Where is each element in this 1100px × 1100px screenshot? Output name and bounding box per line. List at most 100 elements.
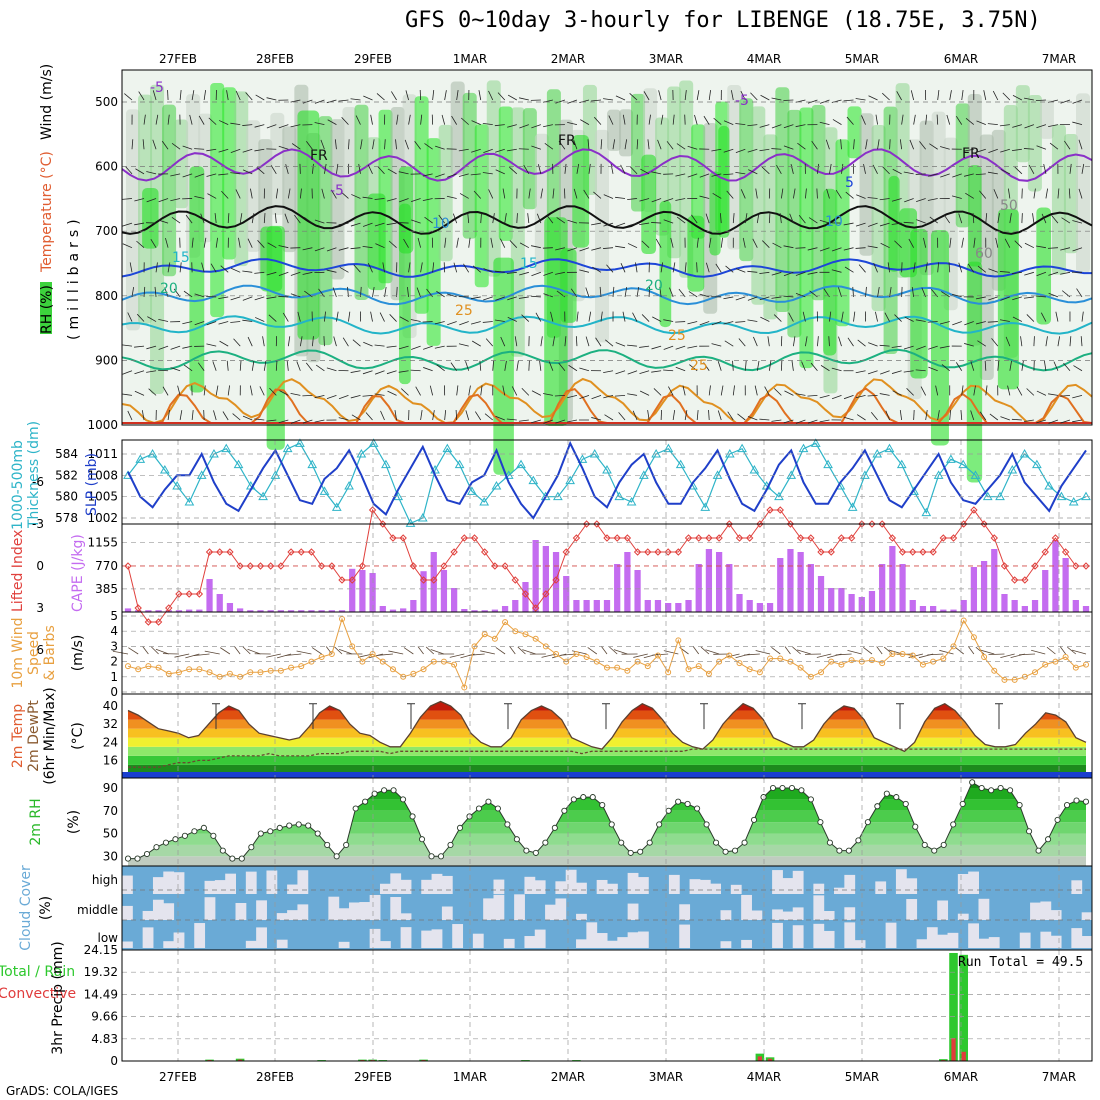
wind-barb (351, 194, 361, 199)
wind-barb (759, 124, 770, 128)
wind-speed-point (277, 667, 284, 674)
temp-band (128, 764, 1086, 774)
wind-barb-10m (792, 646, 801, 655)
wind-barb-10m (449, 653, 465, 658)
wind-barb (201, 262, 205, 273)
wind-barb (314, 247, 325, 252)
cape-bar (206, 579, 213, 612)
temp-band (128, 755, 1086, 765)
temp-label: 2m DewPt (26, 700, 42, 772)
wind-barb (1036, 145, 1047, 150)
wind-barb (564, 336, 567, 347)
wind-barb-10m (403, 647, 414, 655)
thickness-point (712, 470, 723, 479)
wind-barb-10m (876, 646, 883, 655)
cloud-gap (276, 913, 288, 920)
temp-tick: 24 (103, 735, 118, 749)
wind-barb (868, 222, 878, 227)
wind-barb (194, 293, 205, 298)
run-total-label: Run Total = 49.5 (958, 955, 1083, 970)
wind-barb (585, 287, 590, 298)
wind-barb (218, 120, 229, 125)
contour-label: -5 (330, 183, 344, 199)
wind-barb (408, 114, 411, 125)
wind-barb (723, 148, 734, 153)
rh-moist-plume (823, 188, 837, 356)
wind-barb (167, 89, 169, 101)
wind-barb (136, 313, 145, 322)
wind-barb (1051, 215, 1059, 224)
wind-barb-10m (771, 647, 781, 655)
rh-point (855, 837, 862, 844)
rh-point (836, 847, 843, 854)
wind-barb (527, 213, 530, 224)
wind-barb (214, 213, 217, 224)
wind-barb (495, 148, 505, 153)
rh-point (153, 844, 160, 851)
wind-barb (1011, 148, 1022, 152)
wind-barb (456, 385, 459, 396)
rh-point (589, 794, 596, 801)
wind-barb (411, 198, 421, 203)
lifted-index-point (827, 548, 835, 556)
wind-barb (880, 242, 890, 249)
wind-barb (1012, 296, 1022, 301)
rh-moist-plume (367, 193, 386, 291)
lifted-index-point (623, 534, 632, 542)
wind-barb (941, 364, 950, 372)
cloud-gap (813, 923, 825, 948)
contour-label: 10 (825, 214, 843, 230)
rh-point (551, 824, 558, 831)
contour-label: 5 (845, 175, 854, 191)
wind-barb (573, 139, 578, 150)
wind-barb (653, 388, 662, 396)
thickness-point (982, 491, 993, 501)
wind-barb (819, 394, 830, 399)
rh-band (128, 799, 1086, 811)
wind-barb (203, 90, 207, 101)
wind-barb (773, 314, 782, 322)
wind-barb (747, 296, 758, 301)
rh-shade-column (174, 119, 189, 209)
upper-ytick: 1000 (87, 418, 118, 432)
wind-barb (455, 409, 458, 421)
cape-bar (593, 600, 600, 612)
cape-bar (715, 552, 723, 612)
wind-barb (906, 388, 914, 396)
wind-barb (447, 321, 457, 326)
dewpoint-line (128, 748, 1086, 768)
wind-barb (811, 140, 818, 150)
wind-barb (1048, 271, 1059, 276)
lifted-tick: 0 (36, 559, 44, 573)
wind-barb (162, 386, 169, 396)
wind-barb (465, 410, 470, 421)
rh-shade-column (847, 106, 862, 159)
wind-barb (1073, 365, 1083, 372)
wind-barb (432, 90, 435, 101)
wind-barb (266, 124, 277, 129)
wind-barb (127, 410, 133, 421)
wind-speed-point (981, 654, 988, 661)
rh-point (200, 824, 207, 831)
cloud-gap (906, 878, 918, 894)
cloud-gap (1050, 910, 1062, 920)
lifted-index-point (929, 548, 937, 556)
wind-barb-10m (296, 650, 312, 655)
precip-tick: 4.83 (91, 1032, 118, 1046)
wind-barb-10m (968, 646, 975, 655)
wind-barb (929, 216, 938, 224)
rh-shade-column (450, 81, 465, 175)
cloud-gap (245, 940, 257, 948)
wind-barb (414, 140, 421, 150)
wind-barb (170, 173, 181, 177)
wind-label: & Barbs (42, 625, 58, 681)
wind-barb (838, 287, 842, 298)
precip-total-label: Total / Rain (0, 964, 75, 980)
wind-barb (1053, 361, 1059, 371)
rh-point (219, 847, 226, 854)
wind-barb (200, 213, 205, 224)
wind-speed-point (848, 657, 855, 664)
wind-barb (497, 92, 506, 101)
rh-point (599, 802, 606, 809)
rh-tick: 70 (103, 804, 118, 818)
